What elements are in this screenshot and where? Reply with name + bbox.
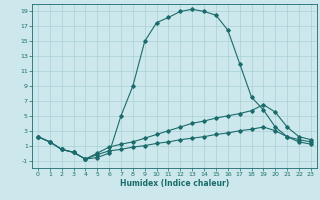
- X-axis label: Humidex (Indice chaleur): Humidex (Indice chaleur): [120, 179, 229, 188]
